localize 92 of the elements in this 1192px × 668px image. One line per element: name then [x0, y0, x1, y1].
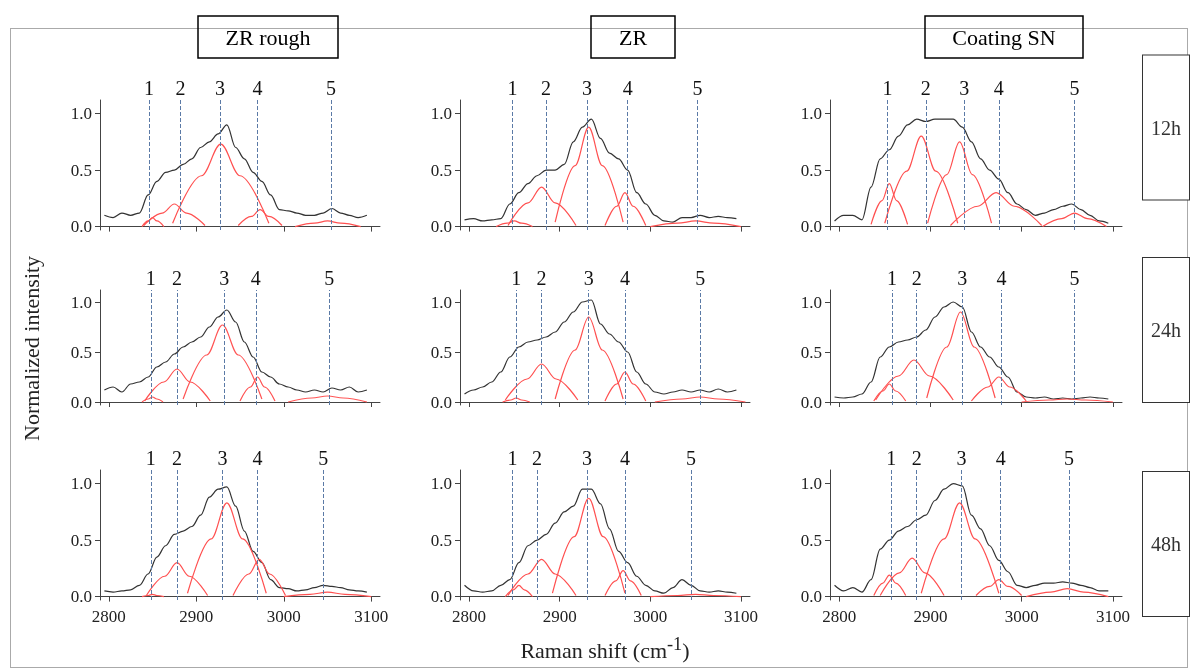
- y-tick-label: 1.0: [70, 104, 92, 124]
- annotation: 4: [250, 267, 261, 289]
- text: 24h: [1151, 319, 1181, 341]
- annotation: 3: [583, 267, 594, 289]
- annotation: 2: [172, 267, 182, 289]
- y-tick-label: 0.5: [70, 342, 92, 362]
- x-tick-label: 2900: [179, 607, 214, 626]
- annotation: 1: [511, 267, 522, 289]
- annotation: 5: [695, 267, 706, 289]
- y-axis-title: Normalized intensity: [18, 253, 45, 443]
- x-tick-label: 3000: [633, 607, 668, 626]
- y-tick-label: 0.5: [70, 530, 92, 550]
- annotation: 3: [217, 447, 228, 469]
- y-tick-label: 0.0: [430, 217, 452, 237]
- annotation: 4: [252, 77, 263, 99]
- annotation: 5: [692, 77, 703, 99]
- y-tick-label: 1.0: [430, 292, 452, 312]
- chart-title: Coating SN: [952, 24, 1056, 50]
- y-tick-label: 0.5: [430, 530, 452, 550]
- x-tick-label: 3000: [266, 607, 301, 626]
- annotation: 3: [581, 77, 592, 99]
- text: 12h: [1151, 116, 1181, 139]
- annotation: 5: [324, 267, 335, 289]
- y-tick-label: 1.0: [70, 292, 92, 312]
- annotation: 3: [219, 267, 230, 289]
- x-tick-label: 2800: [91, 607, 126, 626]
- annotation: 1: [145, 267, 156, 289]
- annotation: 2: [911, 267, 922, 289]
- x-tick-label: 2900: [913, 607, 948, 626]
- annotation: 1: [882, 77, 893, 99]
- annotation: 2: [536, 267, 547, 289]
- annotation: 4: [996, 267, 1007, 289]
- annotation: 5: [1069, 267, 1080, 289]
- x-tick-label: 2800: [452, 607, 487, 626]
- y-tick-label: 0.0: [430, 587, 452, 607]
- y-tick-label: 1.0: [430, 104, 452, 124]
- annotation: 4: [619, 447, 630, 469]
- y-tick-label: 0.0: [70, 392, 92, 412]
- annotation: 2: [541, 77, 552, 99]
- y-tick-label: 1.0: [430, 474, 452, 494]
- annotation: 4: [995, 447, 1006, 469]
- annotation: 2: [920, 77, 931, 99]
- x-tick-label: 3000: [1004, 607, 1039, 626]
- annotation: 4: [619, 267, 630, 289]
- y-tick-label: 0.0: [70, 217, 92, 237]
- y-tick-label: 0.0: [70, 587, 92, 607]
- annotation: 3: [956, 447, 967, 469]
- annotation: 3: [957, 267, 968, 289]
- annotation: 5: [1069, 77, 1080, 99]
- y-tick-label: 0.5: [70, 160, 92, 180]
- annotation: 3: [581, 447, 592, 469]
- text: 48h: [1151, 533, 1181, 555]
- y-tick-label: 0.5: [430, 160, 452, 180]
- annotation: 2: [911, 447, 922, 469]
- annotation: 5: [318, 447, 329, 469]
- y-tick-label: 0.5: [800, 160, 822, 180]
- y-tick-label: 1.0: [800, 104, 822, 124]
- annotation: 5: [326, 77, 336, 99]
- annotation: 2: [172, 447, 182, 469]
- y-tick-label: 0.0: [800, 217, 822, 237]
- y-tick-label: 0.5: [800, 342, 822, 362]
- chart-title: ZR: [618, 24, 648, 50]
- annotation: 4: [622, 77, 633, 99]
- y-tick-label: 1.0: [800, 292, 822, 312]
- y-tick-label: 0.0: [430, 392, 452, 412]
- annotation: 3: [959, 77, 970, 99]
- annotation: 1: [507, 447, 518, 469]
- chart-title: ZR rough: [225, 24, 311, 50]
- y-tick-label: 1.0: [800, 474, 822, 494]
- annotation: 2: [532, 447, 543, 469]
- x-tick-label: 2800: [822, 607, 857, 626]
- annotation: 1: [145, 447, 156, 469]
- annotation: 5: [1064, 447, 1075, 469]
- annotation: 4: [993, 77, 1004, 99]
- annotation: 1: [886, 447, 897, 469]
- annotation: 5: [686, 447, 697, 469]
- annotation: 2: [175, 77, 186, 99]
- y-tick-label: 0.0: [800, 392, 822, 412]
- x-axis-title: Raman shift (cm$^{-1}$): [519, 633, 691, 664]
- annotation: 4: [252, 447, 263, 469]
- annotation: 1: [144, 77, 154, 99]
- x-tick-label: 2900: [542, 607, 577, 626]
- x-tick-label: 3100: [723, 607, 758, 626]
- x-tick-label: 3100: [354, 607, 389, 626]
- y-tick-label: 0.5: [800, 530, 822, 550]
- annotation: 1: [507, 77, 518, 99]
- annotation: 3: [214, 77, 225, 99]
- y-tick-label: 1.0: [70, 474, 92, 494]
- y-tick-label: 0.0: [800, 587, 822, 607]
- annotation: 1: [887, 267, 898, 289]
- y-tick-label: 0.5: [430, 342, 452, 362]
- x-tick-label: 3100: [1095, 607, 1130, 626]
